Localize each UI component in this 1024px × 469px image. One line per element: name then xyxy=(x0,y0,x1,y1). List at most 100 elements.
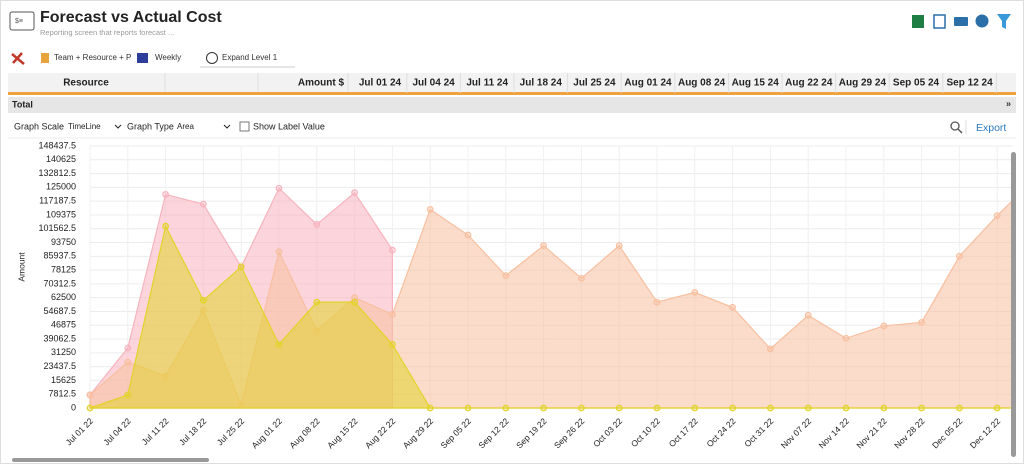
header-actions[interactable] xyxy=(912,14,1011,29)
y-tick-label: 54687.5 xyxy=(43,306,76,316)
column-header[interactable]: Amount $ xyxy=(298,78,345,89)
point-marker xyxy=(426,404,434,412)
y-tick-label: 125000 xyxy=(46,182,76,192)
point-marker xyxy=(653,298,661,306)
filter-icon[interactable] xyxy=(997,14,1011,29)
dropdown-arrow[interactable] xyxy=(114,124,122,129)
point-marker xyxy=(691,288,699,296)
header-accent xyxy=(8,92,1016,95)
settings-icon[interactable] xyxy=(11,52,25,65)
point-marker xyxy=(615,242,623,250)
vertical-scrollbar[interactable] xyxy=(1011,152,1016,457)
zoom-icon[interactable] xyxy=(950,121,963,134)
preview-icon[interactable] xyxy=(933,14,946,29)
collapse-icon[interactable]: » xyxy=(1006,98,1011,108)
point-marker xyxy=(313,298,321,306)
dropdown-arrow[interactable] xyxy=(223,124,231,129)
point-marker xyxy=(124,344,132,352)
y-tick-label: 117187.5 xyxy=(39,196,76,206)
expand-label[interactable]: Expand Level 1 xyxy=(222,53,278,62)
point-marker xyxy=(918,318,925,326)
point-marker xyxy=(199,200,207,208)
point-marker xyxy=(540,242,547,250)
column-header[interactable]: Resource xyxy=(63,78,109,89)
point-marker xyxy=(842,404,850,412)
point-marker xyxy=(389,246,396,254)
point-marker xyxy=(767,404,774,412)
point-marker xyxy=(162,222,170,230)
period-label[interactable]: Weekly xyxy=(155,53,181,62)
point-marker xyxy=(124,358,132,366)
column-header[interactable]: Jul 25 24 xyxy=(573,78,616,89)
point-marker xyxy=(993,404,1001,412)
column-header[interactable]: Aug 15 24 xyxy=(732,78,780,89)
export-button[interactable]: Export xyxy=(976,122,1006,134)
y-tick-label: 70312.5 xyxy=(43,278,76,288)
period-icon[interactable] xyxy=(137,53,148,63)
point-marker xyxy=(199,296,207,304)
point-marker xyxy=(767,345,774,353)
y-tick-label: 0 xyxy=(71,402,76,412)
point-marker xyxy=(880,404,888,412)
point-marker xyxy=(502,272,510,280)
column-header[interactable]: Jul 04 24 xyxy=(412,78,455,89)
total-row xyxy=(8,97,1016,113)
point-marker xyxy=(653,404,661,412)
app-icon: $≡ xyxy=(9,11,35,31)
graph-type-label: Graph Type xyxy=(127,121,174,131)
column-header[interactable]: Jul 01 24 xyxy=(359,78,402,89)
point-marker xyxy=(918,404,925,412)
y-tick-label: 15625 xyxy=(51,375,76,385)
y-tick-label: 46875 xyxy=(51,320,76,330)
column-header[interactable]: Jul 11 24 xyxy=(466,78,508,89)
point-marker xyxy=(86,404,94,412)
point-marker xyxy=(275,248,283,256)
y-tick-label: 31250 xyxy=(51,347,76,357)
y-axis-label: Amount xyxy=(16,252,26,282)
point-marker xyxy=(162,191,170,198)
column-header[interactable]: Aug 01 24 xyxy=(624,78,672,89)
point-marker xyxy=(275,341,283,348)
point-marker xyxy=(804,404,812,412)
column-header[interactable]: Sep 05 24 xyxy=(893,78,940,89)
point-marker xyxy=(956,252,963,260)
point-marker xyxy=(540,404,547,412)
point-marker xyxy=(389,341,396,348)
column-header[interactable]: Aug 08 24 xyxy=(678,78,726,89)
plot-area xyxy=(86,145,1013,412)
page-title: Forecast vs Actual Cost xyxy=(40,9,222,26)
graph-scale-select[interactable]: TimeLine xyxy=(68,122,101,131)
point-marker xyxy=(351,189,359,197)
refresh-icon[interactable] xyxy=(975,14,989,28)
excel-icon[interactable] xyxy=(912,15,924,28)
y-tick-label: 93750 xyxy=(51,237,76,247)
point-marker xyxy=(993,212,1001,220)
point-marker xyxy=(464,404,472,412)
svg-text:$≡: $≡ xyxy=(15,18,23,25)
graph-type-select[interactable]: Area xyxy=(177,122,194,131)
point-marker xyxy=(426,206,434,213)
column-header[interactable]: Jul 18 24 xyxy=(520,78,563,89)
point-marker xyxy=(389,311,396,318)
area xyxy=(89,224,1013,409)
point-marker xyxy=(313,221,321,228)
point-marker xyxy=(578,404,585,412)
checkbox-label[interactable]: Show Label Value xyxy=(253,121,325,131)
checkbox[interactable] xyxy=(239,121,250,132)
y-tick-label: 148437.5 xyxy=(38,140,76,150)
column-header[interactable]: Aug 22 24 xyxy=(785,78,833,89)
y-tick-label: 78125 xyxy=(51,264,76,274)
expand-icon[interactable] xyxy=(206,52,218,64)
y-tick-label: 101562.5 xyxy=(38,223,76,233)
grouping-icon[interactable] xyxy=(41,53,49,63)
print-icon[interactable] xyxy=(954,17,968,26)
point-marker xyxy=(842,334,850,342)
point-marker xyxy=(502,404,510,412)
column-header[interactable]: Sep 12 24 xyxy=(947,78,994,89)
grid-header xyxy=(8,73,1016,93)
horizontal-scrollbar[interactable] xyxy=(12,458,209,462)
column-header[interactable]: Aug 29 24 xyxy=(839,78,887,89)
point-marker xyxy=(691,404,699,412)
grouping-label[interactable]: Team + Resource + P xyxy=(54,53,131,62)
